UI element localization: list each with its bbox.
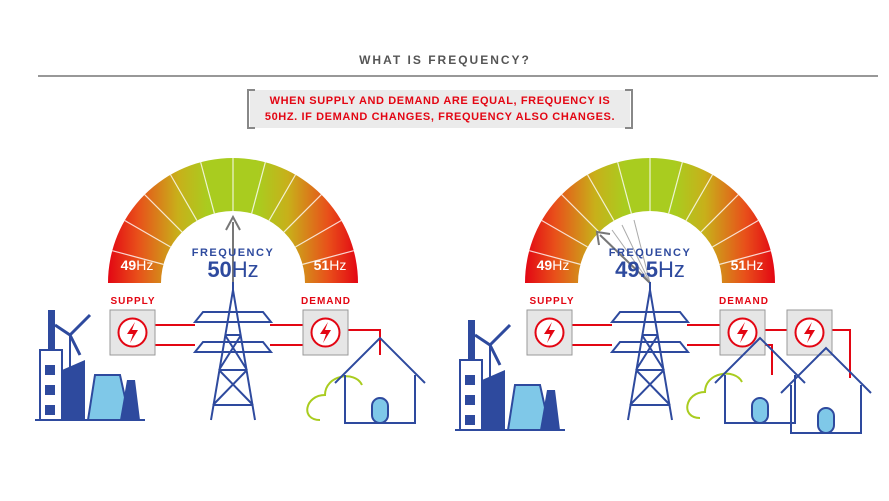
demand-label: DEMAND xyxy=(719,296,769,307)
panel: 49Hz 51Hz FREQUENCY 50Hz SUPPLY DEMAND xyxy=(33,157,426,424)
callout-box xyxy=(250,90,630,128)
gauge-label: FREQUENCY xyxy=(609,247,692,259)
low-label: 49Hz xyxy=(537,257,570,273)
callout-line: WHEN SUPPLY AND DEMAND ARE EQUAL, FREQUE… xyxy=(270,95,611,107)
demand-label: DEMAND xyxy=(301,296,351,307)
title: WHAT IS FREQUENCY? xyxy=(359,53,531,67)
reading: 49.5Hz xyxy=(615,257,685,282)
reading: 50Hz xyxy=(207,257,258,282)
high-label: 51Hz xyxy=(731,257,764,273)
low-label: 49Hz xyxy=(121,257,154,273)
supply-label: SUPPLY xyxy=(529,296,574,307)
supply-label: SUPPLY xyxy=(110,296,155,307)
high-label: 51Hz xyxy=(314,257,347,273)
callout-line: 50HZ. IF DEMAND CHANGES, FREQUENCY ALSO … xyxy=(265,111,615,123)
gauge-label: FREQUENCY xyxy=(192,247,275,259)
panel: 49Hz 51Hz FREQUENCY 49.5Hz SUPPLY DEMAND xyxy=(453,157,872,434)
